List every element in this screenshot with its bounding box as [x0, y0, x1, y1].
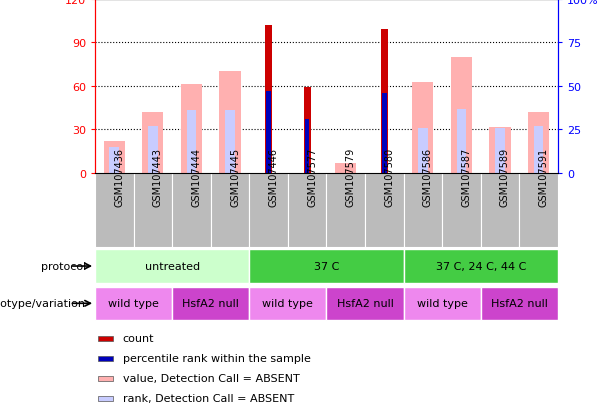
Bar	[249, 249, 403, 283]
Bar	[412, 82, 433, 173]
Bar	[305, 120, 310, 173]
Bar	[249, 287, 327, 320]
Text: GSM107577: GSM107577	[307, 147, 317, 207]
Text: value, Detection Call = ABSENT: value, Detection Call = ABSENT	[123, 373, 299, 383]
Text: protocol: protocol	[40, 261, 86, 271]
Bar	[225, 111, 235, 173]
Text: GSM107443: GSM107443	[153, 148, 163, 206]
Bar	[403, 173, 442, 248]
Text: rank, Detection Call = ABSENT: rank, Detection Call = ABSENT	[123, 394, 294, 404]
Text: GSM107579: GSM107579	[346, 147, 356, 207]
Bar	[186, 111, 196, 173]
Bar	[148, 127, 158, 173]
Bar	[98, 356, 113, 361]
Bar	[403, 287, 481, 320]
Bar	[451, 58, 472, 173]
Bar	[181, 85, 202, 173]
Bar	[495, 128, 504, 173]
Bar	[335, 163, 356, 173]
Text: count: count	[123, 334, 154, 344]
Bar	[211, 173, 249, 248]
Bar	[98, 336, 113, 341]
Text: GSM107580: GSM107580	[384, 148, 394, 206]
Text: GSM107587: GSM107587	[462, 147, 471, 207]
Bar	[142, 113, 164, 173]
Text: HsfA2 null: HsfA2 null	[337, 299, 394, 309]
Bar	[98, 376, 113, 381]
Bar	[219, 72, 241, 173]
Text: GSM107589: GSM107589	[500, 148, 510, 206]
Bar	[134, 173, 172, 248]
Text: HsfA2 null: HsfA2 null	[182, 299, 239, 309]
Bar	[288, 173, 327, 248]
Bar	[98, 396, 113, 401]
Text: GSM107446: GSM107446	[268, 148, 278, 206]
Text: 37 C, 24 C, 44 C: 37 C, 24 C, 44 C	[435, 261, 526, 271]
Text: genotype/variation: genotype/variation	[0, 299, 86, 309]
Bar	[381, 31, 388, 173]
Text: GSM107445: GSM107445	[230, 148, 240, 206]
Bar	[266, 92, 271, 173]
Text: wild type: wild type	[108, 299, 159, 309]
Bar	[265, 26, 272, 173]
Bar	[249, 173, 288, 248]
Bar	[403, 249, 558, 283]
Bar	[172, 173, 211, 248]
Bar	[110, 147, 119, 173]
Bar	[303, 88, 311, 173]
Bar	[534, 127, 543, 173]
Bar	[95, 249, 249, 283]
Bar	[442, 173, 481, 248]
Bar	[481, 173, 519, 248]
Text: 37 C: 37 C	[314, 261, 339, 271]
Text: HsfA2 null: HsfA2 null	[491, 299, 547, 309]
Text: wild type: wild type	[262, 299, 313, 309]
Bar	[528, 113, 549, 173]
Bar	[95, 173, 134, 248]
Bar	[457, 109, 466, 173]
Bar	[382, 94, 387, 173]
Bar	[365, 173, 403, 248]
Text: GSM107436: GSM107436	[114, 148, 124, 206]
Text: wild type: wild type	[417, 299, 468, 309]
Text: untreated: untreated	[145, 261, 200, 271]
Bar	[327, 173, 365, 248]
Text: percentile rank within the sample: percentile rank within the sample	[123, 354, 310, 363]
Bar	[95, 287, 172, 320]
Text: GSM107444: GSM107444	[191, 148, 202, 206]
Text: GSM107586: GSM107586	[423, 148, 433, 206]
Text: GSM107591: GSM107591	[539, 148, 549, 206]
Bar	[418, 128, 428, 173]
Bar	[327, 287, 403, 320]
Bar	[481, 287, 558, 320]
Bar	[104, 142, 125, 173]
Bar	[172, 287, 249, 320]
Bar	[489, 127, 511, 173]
Bar	[519, 173, 558, 248]
